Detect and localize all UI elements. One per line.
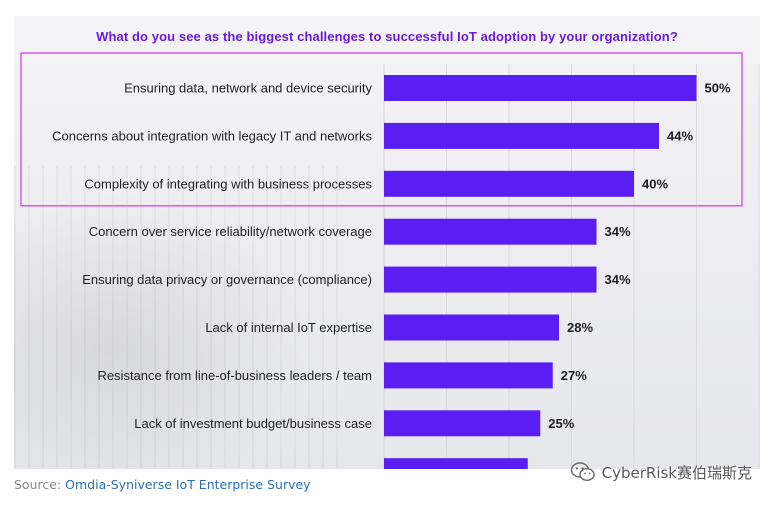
value-label: 40%: [642, 176, 668, 191]
category-label: Concern over service reliability/network…: [89, 224, 372, 239]
bar: [384, 458, 528, 469]
value-labels: 50% 44% 40% 34% 34% 28% 27% 25%: [548, 81, 731, 431]
bar: [384, 314, 559, 341]
wechat-icon: [570, 462, 595, 482]
value-label: 34%: [605, 272, 631, 287]
category-label: Ensuring data, network and device securi…: [124, 81, 372, 96]
category-label: Complexity of integrating with business …: [84, 176, 372, 191]
value-label: 34%: [605, 224, 631, 239]
category-label: Lack of investment budget/business case: [134, 416, 372, 431]
category-label: Ensuring data privacy or governance (com…: [82, 272, 372, 287]
watermark-text: CyberRisk赛伯瑞斯克: [601, 463, 752, 482]
source-footer: Source: Omdia-Syniverse IoT Enterprise S…: [14, 477, 311, 492]
bar: [384, 266, 597, 293]
bar: [384, 362, 553, 389]
bar: [384, 218, 597, 245]
bar: [384, 410, 541, 437]
source-link[interactable]: Omdia-Syniverse IoT Enterprise Survey: [65, 477, 311, 492]
category-label: Concerns about integration with legacy I…: [52, 128, 372, 143]
value-label: 44%: [667, 128, 693, 143]
category-labels: Ensuring data, network and device securi…: [52, 81, 372, 431]
highlight-box: [20, 52, 743, 207]
value-label: 25%: [548, 416, 574, 431]
category-label: Resistance from line-of-business leaders…: [97, 368, 372, 383]
bar: [384, 170, 634, 197]
bars: [384, 75, 697, 469]
value-label: 50%: [705, 81, 731, 96]
bar: [384, 75, 697, 101]
source-label: Source:: [14, 477, 62, 492]
watermark: CyberRisk赛伯瑞斯克: [570, 461, 752, 483]
chart-title: What do you see as the biggest challenge…: [96, 29, 678, 44]
value-label: 28%: [567, 320, 593, 335]
bar: [384, 122, 659, 149]
value-label: 27%: [561, 368, 587, 383]
category-label: Lack of internal IoT expertise: [205, 320, 372, 335]
